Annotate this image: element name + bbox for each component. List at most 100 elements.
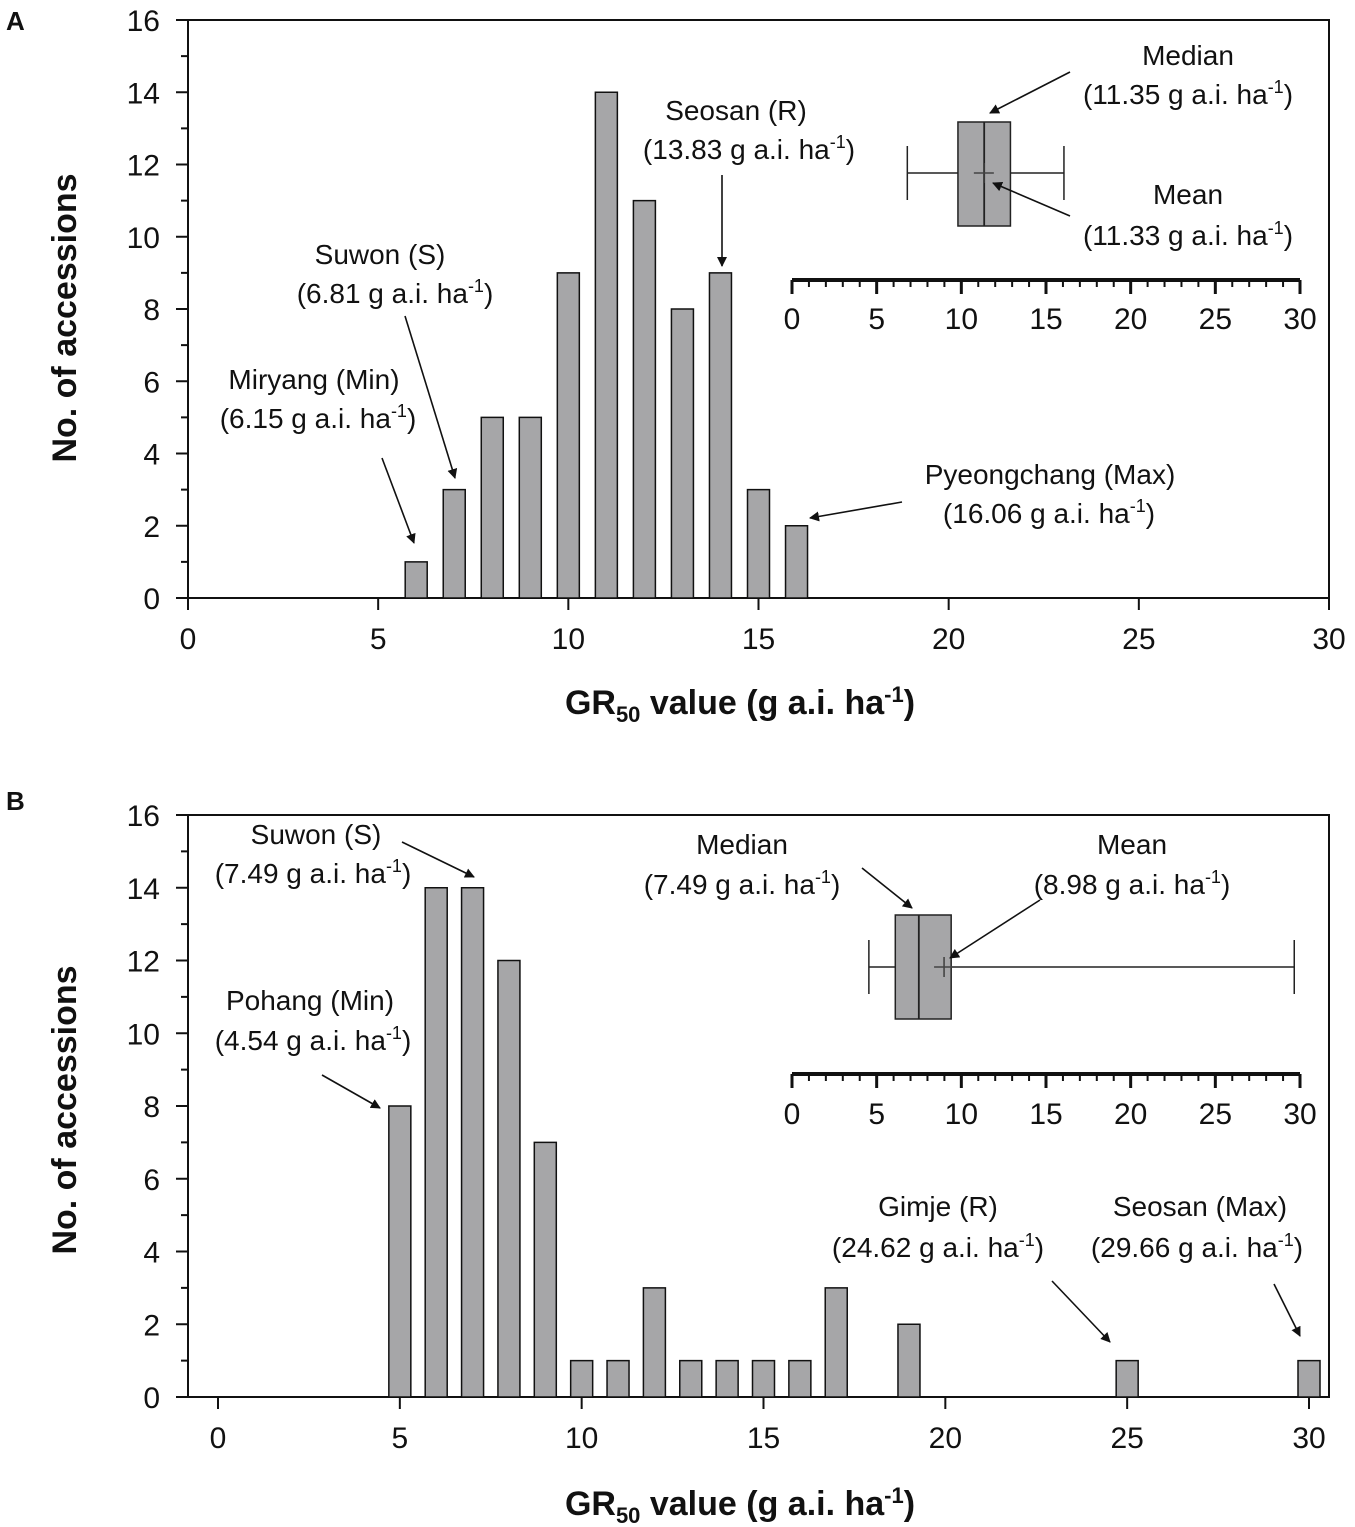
- svg-text:Pohang (Min): Pohang (Min): [226, 985, 394, 1016]
- inset-tick-label: 20: [1114, 1098, 1147, 1131]
- x-tick-label: 5: [370, 623, 387, 656]
- svg-text:(7.49 g a.i. ha-1): (7.49 g a.i. ha-1): [215, 856, 412, 889]
- x-tick-label: 10: [552, 623, 585, 656]
- svg-text:Suwon (S): Suwon (S): [251, 819, 382, 850]
- bar: [480, 416, 505, 599]
- y-tick-label: 4: [143, 439, 160, 472]
- y-ticks-b: 0 2 4 6 8 10 12 14 16: [127, 800, 188, 1415]
- x-tick-label: 0: [210, 1422, 227, 1455]
- y-tick-label: 16: [127, 5, 160, 38]
- inset-tick-label: 10: [945, 1098, 978, 1131]
- bar: [670, 308, 695, 599]
- x-tick-label: 5: [391, 1422, 408, 1455]
- bars-b: [388, 887, 1321, 1398]
- svg-text:(11.35 g a.i. ha-1): (11.35 g a.i. ha-1): [1083, 77, 1293, 110]
- x-tick-label: 25: [1110, 1422, 1143, 1455]
- panel-a: A 0 2 4 6 8 10 12 14 16 0 5 10 15 20 25 30 No. of acce…: [6, 5, 1346, 727]
- bar: [784, 525, 809, 599]
- bar: [533, 1141, 558, 1398]
- annotation-suwon-b: Suwon (S) (7.49 g a.i. ha-1): [215, 819, 475, 889]
- svg-text:Gimje (R): Gimje (R): [878, 1191, 998, 1222]
- svg-text:Miryang (Min): Miryang (Min): [228, 364, 399, 395]
- y-tick-label: 8: [143, 1091, 160, 1124]
- bar: [632, 199, 657, 599]
- bar: [388, 1105, 412, 1398]
- y-axis-label-b: No. of accessions: [46, 965, 84, 1254]
- bar: [518, 416, 543, 599]
- annotation-mean-a: Mean (11.33 g a.i. ha-1): [992, 179, 1293, 251]
- y-tick-label: 2: [143, 1309, 160, 1342]
- bar: [642, 1287, 667, 1398]
- y-tick-label: 6: [143, 1164, 160, 1197]
- bar: [708, 272, 733, 599]
- y-tick-label: 0: [143, 583, 160, 616]
- inset-boxplot-b: 0 5 10 15 20 25 30: [784, 914, 1317, 1131]
- annotation-pyeongchang: Pyeongchang (Max) (16.06 g a.i. ha-1): [809, 459, 1176, 529]
- inset-tick-label: 25: [1199, 1098, 1232, 1131]
- svg-text:(11.33 g a.i. ha-1): (11.33 g a.i. ha-1): [1083, 218, 1293, 251]
- annotation-median-b: Median (7.49 g a.i. ha-1): [644, 829, 913, 909]
- y-tick-label: 4: [143, 1237, 160, 1270]
- inset-tick-label: 5: [868, 303, 885, 336]
- svg-text:(6.15 g a.i. ha-1): (6.15 g a.i. ha-1): [220, 401, 417, 434]
- x-ticks-a: 0 5 10 15 20 25 30: [180, 598, 1346, 656]
- y-tick-label: 6: [143, 366, 160, 399]
- svg-text:(4.54 g a.i. ha-1): (4.54 g a.i. ha-1): [215, 1023, 412, 1056]
- bar: [569, 1359, 594, 1398]
- y-tick-label: 12: [127, 150, 160, 183]
- annotation-mean-b: Mean (8.98 g a.i. ha-1): [949, 829, 1231, 959]
- y-tick-label: 0: [143, 1382, 160, 1415]
- y-tick-label: 10: [127, 222, 160, 255]
- svg-text:Seosan (Max): Seosan (Max): [1113, 1191, 1287, 1222]
- bar: [715, 1359, 739, 1398]
- x-tick-label: 10: [565, 1422, 598, 1455]
- inset-tick-label: 30: [1283, 1098, 1316, 1131]
- annotation-suwon-a: Suwon (S) (6.81 g a.i. ha-1): [297, 239, 494, 479]
- panel-b: B 0 2 4 6 8 10 12 14 16 0 5 10 15 20 25 30 No. of acce…: [6, 786, 1330, 1527]
- x-axis-label-a: GR50 value (g a.i. ha-1): [565, 682, 915, 727]
- svg-text:(29.66 g a.i. ha-1): (29.66 g a.i. ha-1): [1091, 1230, 1303, 1263]
- x-tick-label: 30: [1292, 1422, 1325, 1455]
- svg-text:Mean: Mean: [1153, 179, 1223, 210]
- x-axis-label-b: GR50 value (g a.i. ha-1): [565, 1483, 915, 1527]
- bar: [556, 272, 581, 599]
- x-ticks-b: 0 5 10 15 20 25 30: [210, 1397, 1326, 1455]
- inset-tick-label: 20: [1114, 303, 1147, 336]
- svg-text:(16.06 g a.i. ha-1): (16.06 g a.i. ha-1): [943, 496, 1155, 529]
- annotation-pohang: Pohang (Min) (4.54 g a.i. ha-1): [215, 985, 412, 1109]
- bar: [404, 561, 428, 599]
- bar: [606, 1359, 630, 1398]
- bar: [746, 488, 771, 599]
- bar: [594, 91, 619, 599]
- x-tick-label: 15: [747, 1422, 780, 1455]
- inset-tick-label: 30: [1283, 303, 1316, 336]
- y-tick-label: 12: [127, 946, 160, 979]
- svg-text:Seosan (R): Seosan (R): [665, 95, 807, 126]
- bar: [460, 887, 485, 1398]
- bar: [424, 887, 448, 1398]
- inset-tick-label: 25: [1199, 303, 1232, 336]
- svg-text:(6.81 g a.i. ha-1): (6.81 g a.i. ha-1): [297, 276, 494, 309]
- svg-text:(13.83 g a.i. ha-1): (13.83 g a.i. ha-1): [643, 132, 855, 165]
- svg-text:(8.98 g a.i. ha-1): (8.98 g a.i. ha-1): [1034, 867, 1231, 900]
- bar: [679, 1359, 703, 1398]
- x-tick-label: 20: [929, 1422, 962, 1455]
- y-ticks-a: 0 2 4 6 8 10 12 14 16: [127, 5, 188, 616]
- plot-frame-b: [187, 814, 1330, 1398]
- y-axis-label-a: No. of accessions: [46, 173, 84, 462]
- inset-tick-label: 15: [1029, 303, 1062, 336]
- x-tick-label: 0: [180, 623, 197, 656]
- annotation-gimje: Gimje (R) (24.62 g a.i. ha-1): [832, 1191, 1111, 1343]
- panel-label-a: A: [6, 6, 25, 36]
- svg-text:Pyeongchang (Max): Pyeongchang (Max): [925, 459, 1176, 490]
- panel-label-b: B: [6, 786, 25, 816]
- inset-tick-label: 15: [1029, 1098, 1062, 1131]
- svg-text:Mean: Mean: [1097, 829, 1167, 860]
- y-tick-label: 10: [127, 1018, 160, 1051]
- y-tick-label: 14: [127, 873, 160, 906]
- svg-text:(7.49 g a.i. ha-1): (7.49 g a.i. ha-1): [644, 867, 841, 900]
- bar: [1115, 1359, 1139, 1398]
- annotation-miryang: Miryang (Min) (6.15 g a.i. ha-1): [220, 364, 417, 544]
- inset-tick-label: 0: [784, 303, 801, 336]
